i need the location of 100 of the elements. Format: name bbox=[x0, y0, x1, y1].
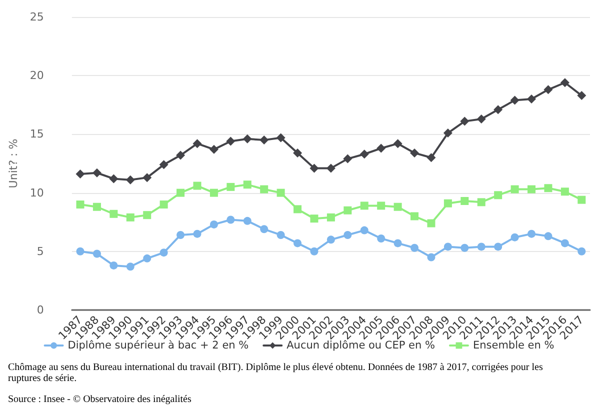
point bbox=[394, 202, 402, 211]
point bbox=[377, 202, 386, 210]
point bbox=[176, 230, 185, 239]
point bbox=[159, 160, 168, 170]
point bbox=[344, 230, 352, 239]
point bbox=[110, 210, 118, 218]
source-note: Source : Insee - © Observatoire des inégalités bbox=[8, 394, 192, 405]
text: Chômage au sens du Bureau international du travail (BIT). Diplôme le plus élevé obtenu. Données de 1987 à 2017, corrigées pour les ruptures de série. bbox=[8, 362, 546, 384]
point bbox=[260, 136, 269, 145]
point bbox=[460, 197, 469, 206]
point bbox=[260, 225, 268, 234]
point bbox=[193, 182, 202, 190]
point bbox=[160, 200, 168, 209]
point bbox=[560, 188, 569, 196]
point bbox=[243, 180, 252, 189]
y-tick-label: 15 bbox=[30, 128, 44, 141]
y-axis-title: Unit? : % bbox=[7, 138, 20, 188]
point bbox=[410, 212, 419, 220]
point bbox=[226, 216, 235, 224]
point bbox=[460, 116, 470, 126]
point bbox=[326, 236, 335, 244]
point bbox=[460, 244, 469, 252]
point bbox=[544, 85, 553, 94]
point bbox=[510, 233, 519, 242]
point bbox=[477, 198, 486, 206]
point bbox=[326, 213, 335, 222]
point bbox=[494, 105, 503, 114]
point bbox=[276, 188, 285, 197]
point bbox=[527, 94, 536, 104]
y-tick-label: 10 bbox=[30, 186, 44, 200]
point bbox=[294, 239, 302, 248]
point bbox=[326, 164, 336, 173]
point bbox=[544, 184, 552, 192]
point bbox=[126, 213, 134, 222]
point bbox=[360, 202, 368, 210]
point bbox=[243, 216, 252, 225]
point bbox=[578, 247, 586, 256]
point bbox=[494, 191, 502, 200]
point bbox=[126, 262, 134, 271]
point bbox=[226, 136, 236, 146]
point bbox=[110, 261, 118, 270]
point bbox=[276, 133, 286, 142]
point bbox=[143, 254, 152, 262]
point bbox=[360, 226, 368, 234]
point bbox=[393, 139, 402, 148]
point bbox=[242, 134, 252, 144]
point bbox=[92, 250, 101, 258]
legend-label: Aucun diplôme ou CEP en % bbox=[286, 340, 435, 352]
point bbox=[510, 185, 519, 194]
point bbox=[410, 148, 420, 158]
legend-label: Ensemble en % bbox=[472, 340, 554, 352]
point bbox=[126, 175, 135, 184]
point bbox=[76, 170, 85, 179]
point bbox=[377, 234, 386, 243]
point bbox=[476, 114, 486, 124]
point bbox=[294, 205, 302, 214]
point bbox=[443, 128, 452, 138]
point bbox=[343, 154, 352, 164]
point bbox=[76, 200, 84, 209]
point bbox=[310, 164, 319, 173]
point bbox=[260, 185, 268, 194]
point bbox=[494, 242, 502, 251]
point bbox=[560, 78, 570, 88]
point bbox=[109, 174, 118, 184]
point bbox=[528, 185, 536, 194]
point bbox=[477, 242, 486, 251]
point bbox=[444, 199, 452, 208]
point bbox=[142, 173, 152, 182]
point bbox=[92, 202, 101, 211]
point bbox=[210, 220, 218, 228]
point bbox=[376, 144, 386, 153]
point bbox=[193, 230, 202, 238]
point bbox=[560, 239, 569, 248]
point bbox=[578, 196, 586, 204]
point bbox=[226, 182, 235, 191]
point bbox=[528, 230, 536, 238]
point bbox=[427, 253, 436, 262]
point bbox=[444, 242, 452, 251]
point bbox=[160, 248, 168, 257]
point bbox=[209, 144, 218, 154]
legend-label: Diplôme supérieur à bac + 2 en % bbox=[68, 340, 249, 352]
point bbox=[577, 91, 586, 100]
point bbox=[76, 247, 84, 256]
point bbox=[510, 96, 520, 105]
point bbox=[426, 153, 436, 162]
point bbox=[176, 150, 186, 160]
point bbox=[410, 244, 419, 252]
point bbox=[176, 188, 185, 197]
point bbox=[276, 230, 285, 239]
y-tick-label: 5 bbox=[36, 244, 44, 258]
point bbox=[360, 150, 369, 159]
point bbox=[210, 188, 218, 197]
point bbox=[544, 232, 552, 240]
point bbox=[293, 148, 302, 158]
point bbox=[310, 247, 318, 256]
point bbox=[92, 168, 102, 178]
y-tick-label: 20 bbox=[30, 69, 44, 82]
point bbox=[344, 206, 352, 214]
y-tick-label: 0 bbox=[36, 304, 44, 316]
y-tick-label: 25 bbox=[30, 10, 44, 24]
